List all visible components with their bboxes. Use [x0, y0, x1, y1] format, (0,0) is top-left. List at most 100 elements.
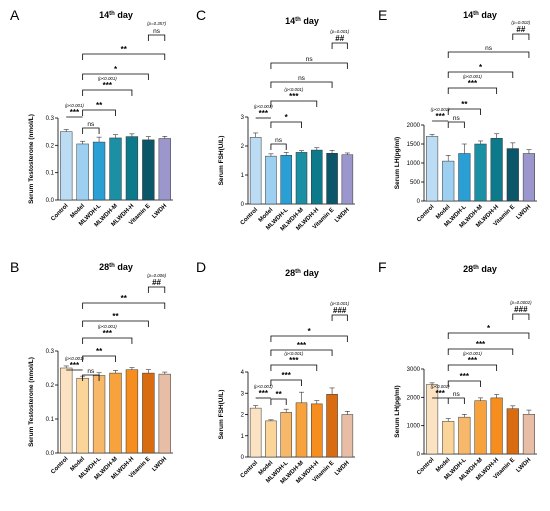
y-tick-label: 3 — [241, 115, 245, 121]
significance-label: * — [285, 113, 289, 122]
bracket-line — [147, 286, 166, 293]
comparison-bracket: ns — [447, 45, 530, 58]
significance-label: ns — [87, 368, 95, 375]
panel-letter: A — [10, 7, 20, 23]
p-value-note: (p<0.001) — [254, 384, 273, 389]
bracket-line — [270, 364, 318, 371]
significance-label: *** — [259, 109, 269, 118]
panel-letter: D — [196, 259, 206, 275]
bar-model — [265, 420, 277, 458]
comparison-bracket: ns (p=0.357) — [147, 21, 167, 41]
y-tick-label: 3 — [241, 391, 245, 397]
p-value-note: (p<0.001) — [330, 301, 349, 306]
bar-vitamin-e — [142, 139, 155, 201]
bracket-line — [331, 42, 348, 49]
bracket-line — [447, 332, 530, 339]
comparison-bracket: ns — [82, 368, 100, 381]
bar-mlwdh-h — [311, 403, 323, 458]
panel-b: B 28th day 0.0 0.1 0.2 0.3 Serum Testosterone … — [10, 259, 173, 481]
y-tick-label: 1500 — [407, 142, 421, 148]
x-tick-label: Control — [240, 460, 260, 480]
significance-label: ** — [96, 347, 103, 356]
bracket-line — [82, 53, 166, 60]
bar-model — [76, 377, 89, 454]
p-value-note: (p=0.0002) — [510, 300, 532, 305]
significance-label: ns — [275, 137, 283, 144]
significance-label: *** — [468, 79, 478, 88]
y-tick-label: 0.0 — [46, 451, 55, 457]
bar-model — [76, 143, 89, 201]
comparison-bracket: ###(p=0.0002) — [510, 300, 532, 320]
bar-control — [60, 367, 73, 454]
y-tick-label: 0.2 — [46, 143, 55, 149]
x-tick-label: LWDH — [516, 204, 533, 221]
bracket-line — [447, 397, 465, 404]
bracket-line — [447, 71, 514, 78]
p-value-note: (p<0.001) — [254, 104, 273, 109]
significance-label: *** — [103, 329, 113, 338]
bar-lwdh — [341, 154, 354, 205]
bar-mlwdh-l — [280, 155, 292, 205]
bar-lwdh — [341, 414, 354, 458]
comparison-bracket: ns — [447, 115, 465, 128]
significance-label: *** — [435, 389, 445, 398]
bar-vitamin-e — [506, 408, 519, 455]
comparison-bracket: * — [82, 65, 149, 80]
p-value-note: (p<0.001) — [65, 103, 84, 108]
comparison-bracket: ns — [270, 75, 333, 88]
panel-title: 28th day — [285, 268, 319, 278]
panel-title: 14th day — [285, 16, 319, 26]
bracket-line — [82, 109, 116, 116]
comparison-bracket: ##(p=0.006) — [147, 273, 167, 293]
y-tick-label: 500 — [410, 180, 421, 186]
x-tick-label: Control — [50, 456, 70, 476]
comparison-bracket: ** — [82, 312, 149, 327]
bar-mlwdh-l — [280, 412, 292, 458]
panel-title: 28th day — [99, 262, 133, 272]
bracket-line — [270, 335, 348, 342]
panel-letter: C — [196, 7, 206, 23]
significance-label: *** — [289, 92, 299, 101]
p-value-note: (p=0.357) — [147, 21, 166, 26]
comparison-bracket: ***(p<0.001) — [431, 384, 450, 399]
bar-mlwdh-m — [295, 152, 308, 205]
significance-label: ns — [485, 45, 493, 52]
comparison-bracket: ** — [82, 101, 116, 116]
bar-lwdh — [522, 414, 535, 455]
bar-vitamin-e — [326, 153, 338, 205]
bar-control — [249, 407, 262, 458]
p-value-note: (p<0.001) — [98, 76, 117, 81]
significance-label: ns — [153, 28, 161, 35]
bar-mlwdh-m — [295, 402, 308, 458]
comparison-bracket: ns — [82, 121, 100, 134]
y-tick-label: 1 — [241, 434, 245, 440]
y-tick-label: 2000 — [407, 123, 421, 129]
p-value-note: (p=0.002) — [511, 20, 530, 25]
comparison-bracket: ***(p<0.001) — [82, 76, 133, 96]
y-axis-label: Serum FSH(U/L) — [218, 136, 225, 186]
significance-label: * — [308, 327, 312, 336]
bracket-line — [447, 87, 498, 94]
bar-lwdh — [158, 138, 171, 201]
significance-label: ** — [121, 294, 128, 303]
significance-label: *** — [289, 356, 299, 365]
y-tick-label: 1000 — [407, 424, 421, 430]
bar-mlwdh-h — [490, 397, 503, 455]
bracket-line — [447, 108, 481, 115]
comparison-bracket: * — [447, 324, 530, 339]
bar-control — [249, 137, 262, 205]
panel-e: E 14th day 0 500 1000 1500 2000 Serum LH(pg/ml)… — [378, 7, 537, 229]
comparison-bracket: ** — [82, 45, 166, 60]
comparison-bracket: ##(p=0.002) — [511, 20, 531, 40]
bar-mlwdh-h — [125, 136, 139, 201]
bar-mlwdh-h — [311, 149, 323, 205]
x-tick-label: LWDH — [151, 456, 168, 473]
comparison-bracket: ***(p<0.001) — [270, 87, 318, 107]
p-value-note: (p=0.006) — [147, 273, 166, 278]
bar-lwdh — [158, 373, 171, 454]
bar-mlwdh-l — [458, 416, 471, 455]
bracket-line — [447, 121, 465, 128]
comparison-bracket: * — [447, 63, 514, 78]
significance-label: *** — [297, 341, 307, 350]
